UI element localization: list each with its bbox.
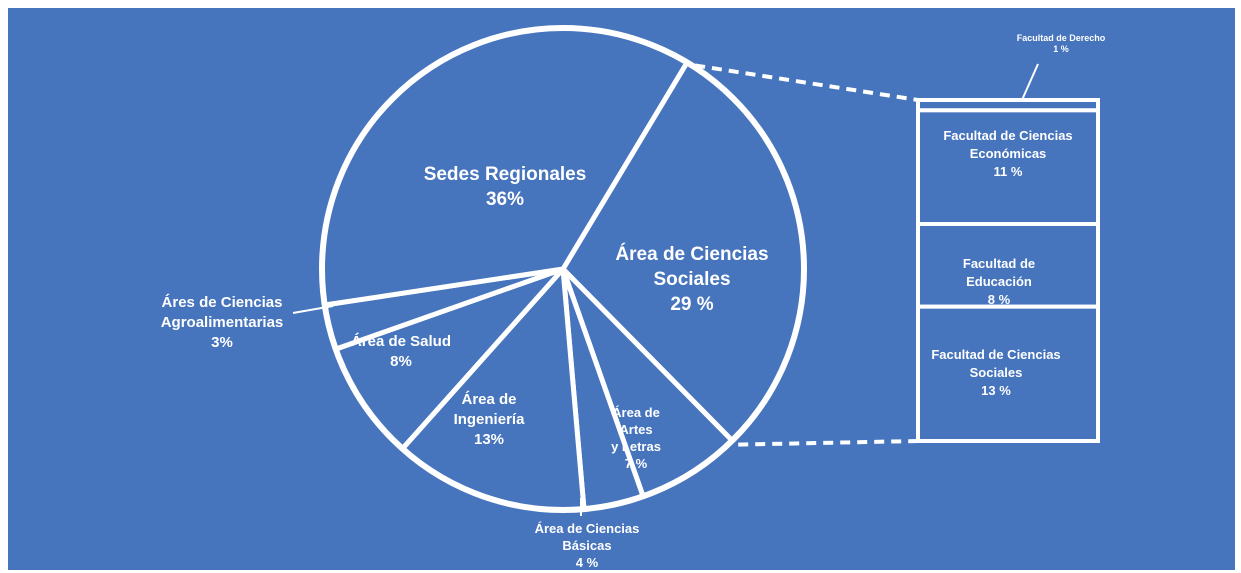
slice-label: Área de Salud 8% [351, 333, 451, 370]
connector-line [738, 439, 919, 447]
breakdown-label: Facultad de Educación 8 % [963, 256, 1035, 307]
slice-label: Área de Ciencias Sociales 29 % [615, 243, 768, 315]
slice-label: Área de Artes y Letras 7 % [611, 405, 661, 471]
slice-label: Áres de Ciencias Agroalimentarias 3% [161, 294, 284, 351]
leader-line [1021, 63, 1039, 101]
slice-label-line: Ingeniería [454, 411, 526, 428]
breakdown-label-line: 1 % [1053, 44, 1069, 54]
breakdown-label-line: Económicas [970, 146, 1047, 161]
breakdown-label: Facultad de Ciencias Sociales 13 % [931, 347, 1060, 398]
slice-label-line: 36% [486, 189, 524, 210]
breakdown-label-line: 13 % [981, 383, 1011, 398]
slice-label-line: Agroalimentarias [161, 314, 284, 331]
slice-label-line: Sedes Regionales [424, 164, 587, 185]
slice-label-line: Área de [461, 391, 516, 408]
leader-line [292, 305, 334, 314]
connector-line [694, 63, 919, 102]
slice-label-line: 8% [390, 353, 412, 370]
slice-label-line: 4 % [576, 555, 599, 570]
breakdown-label: Facultad de Derecho 1 % [1017, 33, 1106, 54]
breakdown-label-line: Educación [966, 274, 1032, 289]
slice-label-line: 29 % [670, 294, 713, 315]
breakdown-label: Facultad de Ciencias Económicas 11 % [943, 128, 1072, 179]
breakdown-label-line: Facultad de Derecho [1017, 33, 1106, 43]
slice-label-line: Básicas [562, 538, 611, 553]
slice-label: Sedes Regionales 36% [424, 164, 587, 210]
slice-label: Área de Ingeniería 13% [454, 391, 526, 448]
slice-label-line: 13% [474, 431, 504, 448]
slice-label-line: 7 % [625, 456, 648, 471]
slice-label-line: y Letras [611, 439, 661, 454]
slice-label-line: Área de Salud [351, 333, 451, 350]
breakdown-label-line: Sociales [970, 365, 1023, 380]
breakdown-label-line: 11 % [994, 164, 1023, 179]
slice-label-line: Área de [612, 405, 660, 420]
slice-label-line: Artes [619, 422, 652, 437]
breakdown-label-line: Facultad de Ciencias [931, 347, 1060, 362]
breakdown-label-line: 8 % [988, 292, 1011, 307]
pie-outline [319, 25, 807, 513]
breakdown-label-line: Facultad de Ciencias [943, 128, 1072, 143]
slice-label-line: Áres de Ciencias [162, 294, 283, 311]
slice-label-line: Área de Ciencias [535, 521, 640, 536]
breakdown-label-line: Facultad de [963, 256, 1035, 271]
slice-label-line: Sociales [653, 269, 730, 290]
slice-label-line: 3% [211, 334, 233, 351]
breakdown-segment [916, 108, 1100, 226]
slice-label-line: Área de Ciencias [615, 243, 768, 265]
slice-label: Área de Ciencias Básicas 4 % [535, 521, 640, 570]
breakdown-segment [916, 304, 1100, 443]
